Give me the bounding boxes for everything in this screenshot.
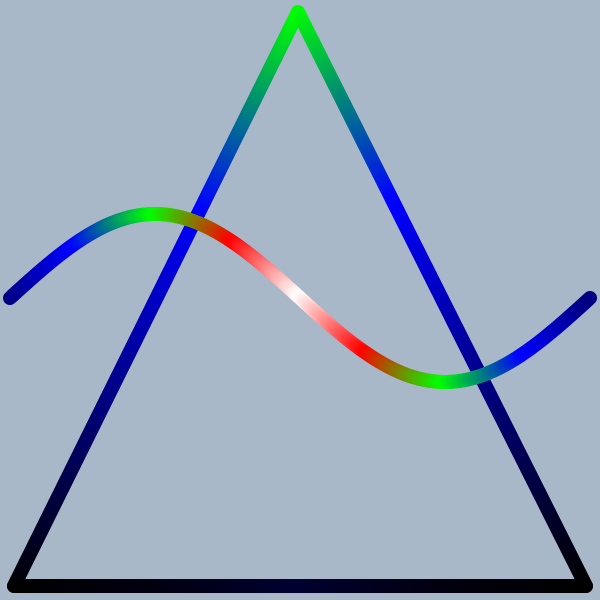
wave-segment	[581, 291, 597, 307]
wave-curve	[3, 207, 597, 389]
triangle-outline	[7, 5, 593, 593]
